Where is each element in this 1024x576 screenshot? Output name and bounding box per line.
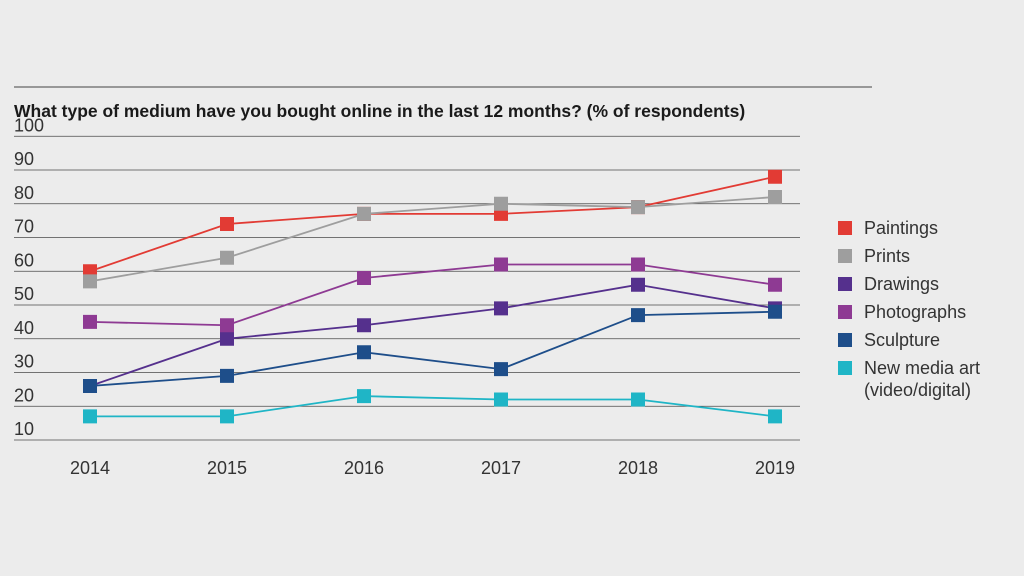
x-tick-label: 2018 bbox=[618, 458, 658, 478]
data-point bbox=[631, 200, 645, 215]
series-line bbox=[89, 263, 776, 327]
data-point bbox=[357, 318, 371, 333]
y-tick-label: 30 bbox=[14, 352, 34, 372]
series-line bbox=[89, 310, 776, 387]
legend: Paintings Prints Drawings Photographs Sculpt… bbox=[838, 218, 980, 400]
data-series bbox=[83, 169, 782, 424]
data-point bbox=[220, 409, 234, 424]
legend-label: New media art bbox=[864, 358, 980, 378]
series-prints bbox=[83, 190, 782, 289]
y-tick-label: 100 bbox=[14, 115, 44, 135]
legend-swatch bbox=[838, 333, 852, 347]
legend-item: Photographs bbox=[838, 302, 966, 322]
data-point bbox=[631, 392, 645, 407]
y-tick-label: 10 bbox=[14, 419, 34, 439]
y-tick-label: 50 bbox=[14, 284, 34, 304]
y-tick-label: 60 bbox=[14, 250, 34, 270]
data-point bbox=[83, 274, 97, 289]
legend-label: Paintings bbox=[864, 218, 938, 238]
data-point bbox=[768, 304, 782, 319]
legend-swatch bbox=[838, 277, 852, 291]
data-point bbox=[357, 389, 371, 404]
data-point bbox=[220, 250, 234, 265]
legend-label: (video/digital) bbox=[864, 380, 971, 400]
chart-title: What type of medium have you bought onli… bbox=[14, 101, 745, 121]
series-line bbox=[90, 395, 776, 418]
y-tick-label: 40 bbox=[14, 318, 34, 338]
data-point bbox=[357, 271, 371, 285]
y-tick-label: 90 bbox=[14, 149, 34, 169]
data-point bbox=[357, 345, 371, 360]
legend-item: Prints bbox=[838, 246, 910, 266]
data-point bbox=[494, 392, 508, 407]
legend-item: Drawings bbox=[838, 274, 939, 294]
series-line bbox=[89, 196, 776, 283]
y-tick-label: 70 bbox=[14, 217, 34, 237]
data-point bbox=[768, 277, 782, 292]
legend-label: Drawings bbox=[864, 274, 939, 294]
data-point bbox=[631, 277, 645, 292]
data-point bbox=[768, 169, 782, 184]
data-point bbox=[83, 409, 97, 424]
series-drawings bbox=[83, 277, 782, 393]
series-sculpture bbox=[83, 304, 782, 393]
data-point bbox=[220, 318, 234, 333]
x-tick-label: 2014 bbox=[70, 458, 110, 478]
x-tick-label: 2015 bbox=[207, 458, 247, 478]
x-tick-label: 2017 bbox=[481, 458, 521, 478]
data-point bbox=[768, 409, 782, 424]
data-point bbox=[220, 368, 234, 383]
legend-swatch bbox=[838, 221, 852, 235]
legend-item: New media art(video/digital) bbox=[838, 358, 980, 400]
data-point bbox=[768, 190, 782, 204]
data-point bbox=[631, 257, 645, 272]
grid-lines bbox=[14, 135, 800, 441]
data-point bbox=[494, 301, 508, 316]
data-point bbox=[357, 206, 371, 221]
series-new bbox=[83, 389, 782, 424]
y-tick-label: 80 bbox=[14, 183, 34, 203]
legend-item: Sculpture bbox=[838, 330, 940, 350]
data-point bbox=[494, 196, 508, 211]
legend-item: Paintings bbox=[838, 218, 938, 238]
data-point bbox=[631, 308, 645, 323]
legend-swatch bbox=[838, 305, 852, 319]
series-photographs bbox=[83, 257, 782, 333]
x-tick-label: 2016 bbox=[344, 458, 384, 478]
data-point bbox=[220, 331, 234, 346]
x-tick-label: 2019 bbox=[755, 458, 795, 478]
data-point bbox=[83, 314, 97, 329]
legend-label: Prints bbox=[864, 246, 910, 266]
legend-swatch bbox=[838, 361, 852, 375]
legend-label: Photographs bbox=[864, 302, 966, 322]
x-axis-tick-labels: 2014 2015 2016 2017 2018 2019 bbox=[70, 458, 795, 478]
data-point bbox=[83, 379, 97, 393]
y-tick-label: 20 bbox=[14, 385, 34, 405]
y-axis-tick-labels: 100 90 80 70 60 50 40 30 20 10 bbox=[14, 115, 44, 439]
series-line bbox=[89, 175, 776, 273]
data-point bbox=[494, 257, 508, 272]
data-point bbox=[494, 362, 508, 377]
series-paintings bbox=[83, 169, 782, 279]
data-point bbox=[220, 217, 234, 231]
legend-label: Sculpture bbox=[864, 330, 940, 350]
series-line bbox=[89, 283, 776, 387]
legend-swatch bbox=[838, 249, 852, 263]
